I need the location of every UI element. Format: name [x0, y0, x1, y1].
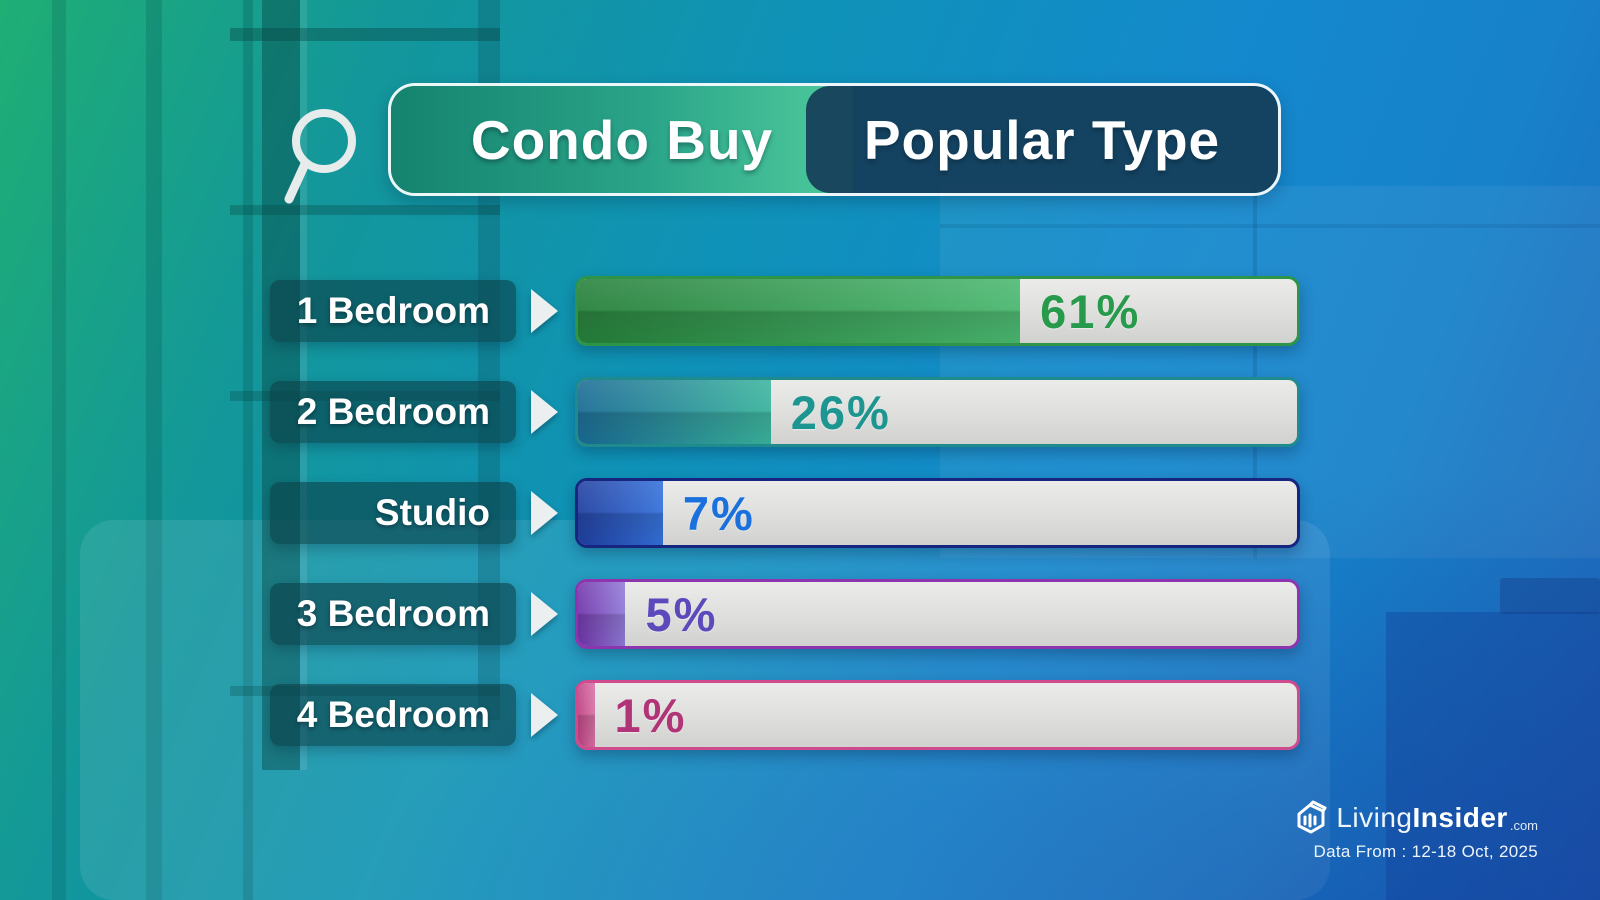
bar-track: 61%: [575, 276, 1300, 346]
bar-track: 7%: [575, 478, 1300, 548]
chart-row: 2 Bedroom 26%: [270, 377, 1300, 447]
window-mullion: [230, 28, 500, 41]
bar-track: 5%: [575, 579, 1300, 649]
curtain-fold: [146, 0, 162, 900]
curtain-fold: [243, 0, 253, 900]
bar-fill: [578, 481, 663, 545]
value-label: 26%: [790, 385, 891, 439]
brand-living-text: Living: [1336, 802, 1413, 833]
tab-popular-type-label: Popular Type: [863, 108, 1221, 171]
chart-row: 4 Bedroom 1%: [270, 680, 1300, 750]
headboard-seam: [940, 224, 1600, 228]
category-label: 2 Bedroom: [270, 381, 516, 443]
chart-row: 1 Bedroom 61%: [270, 276, 1300, 346]
value-label: 5%: [645, 587, 718, 641]
arrow-right-icon: [531, 289, 558, 333]
category-label: Studio: [270, 482, 516, 544]
tab-popular-type[interactable]: Popular Type: [806, 86, 1278, 193]
category-label: 3 Bedroom: [270, 583, 516, 645]
brand-logo[interactable]: Living Insider .com: [1293, 800, 1538, 836]
house-icon: [1297, 800, 1327, 834]
category-label: 1 Bedroom: [270, 280, 516, 342]
bar-track: 1%: [575, 680, 1300, 750]
search-icon: [284, 109, 356, 204]
chart-row: Studio 7%: [270, 478, 1300, 548]
value-label: 7%: [682, 486, 755, 540]
arrow-right-icon: [531, 693, 558, 737]
chart-row: 3 Bedroom 5%: [270, 579, 1300, 649]
data-source-date: Data From : 12-18 Oct, 2025: [1313, 842, 1538, 861]
headboard-seam: [1253, 186, 1257, 558]
arrow-right-icon: [531, 491, 558, 535]
value-label: 1%: [614, 688, 687, 742]
bar-track: 26%: [575, 377, 1300, 447]
bar-fill: [578, 380, 771, 444]
tab-condo-buy-label: Condo Buy: [470, 108, 774, 171]
value-label: 61%: [1040, 284, 1141, 338]
arrow-right-icon: [531, 592, 558, 636]
brand-insider-text: Insider: [1412, 802, 1508, 833]
category-label: 4 Bedroom: [270, 684, 516, 746]
curtain-fold: [52, 0, 66, 900]
bar-chart: 1 Bedroom 61% 2 Bedroom 26% Studio 7%: [270, 276, 1300, 750]
arrow-right-icon: [531, 390, 558, 434]
bar-fill: [578, 279, 1021, 343]
title-pill: Condo Buy Popular Type: [388, 83, 1281, 196]
nightstand-silhouette: [1386, 612, 1600, 900]
tab-condo-buy[interactable]: Condo Buy: [391, 86, 853, 193]
bar-fill: [578, 582, 626, 646]
books-silhouette: [1500, 578, 1600, 614]
bar-fill: [578, 683, 595, 747]
window-mullion: [230, 205, 500, 215]
brand-tld-text: .com: [1509, 818, 1538, 833]
